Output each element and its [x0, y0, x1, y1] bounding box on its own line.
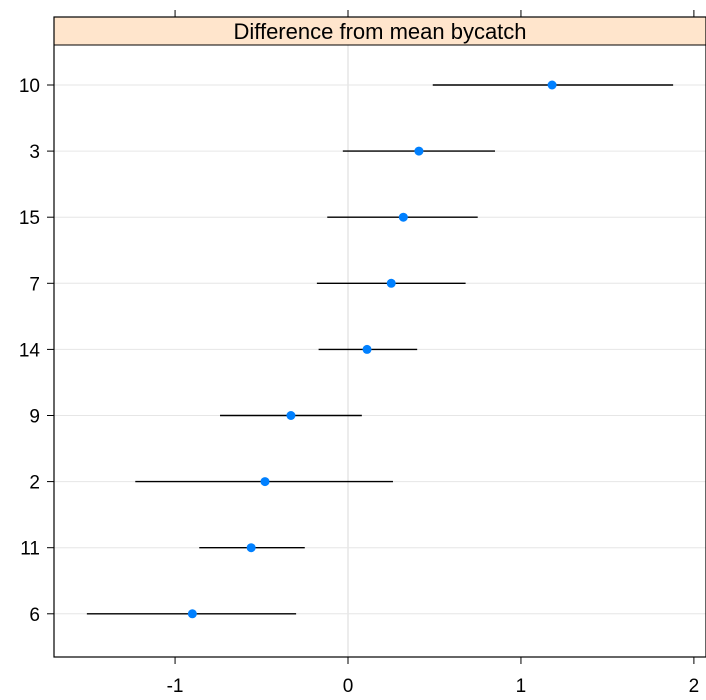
data-point: [398, 212, 408, 222]
y-tick-label: 3: [29, 142, 40, 163]
data-point: [260, 477, 270, 487]
data-marks: [86, 80, 674, 619]
x-tick-label: -1: [167, 676, 184, 697]
y-tick-label: 14: [19, 340, 41, 361]
y-tick-label: 7: [29, 274, 40, 295]
y-tick-label: 9: [29, 407, 40, 428]
data-point: [286, 411, 296, 420]
y-tick-label: 15: [19, 208, 40, 229]
data-point: [187, 609, 197, 619]
x-tick-label: 1: [516, 676, 527, 697]
data-point: [362, 344, 372, 354]
chart-title: Difference from mean bycatch: [233, 19, 526, 44]
y-tick-label: 2: [29, 473, 40, 494]
panel-strip: [53, 16, 706, 46]
x-tick-label: 2: [689, 676, 700, 697]
y-tick-label: 6: [29, 605, 40, 626]
data-point: [414, 146, 424, 156]
axes: 10 3 15 7 14 9 2 11 6 -1 0 1 2: [19, 10, 699, 697]
data-point: [246, 543, 256, 553]
data-point: [386, 278, 396, 288]
plot-frame: [53, 16, 706, 658]
gridlines: [54, 45, 706, 657]
y-tick-label: 11: [20, 539, 40, 560]
x-tick-label: 0: [343, 676, 354, 697]
data-point: [547, 80, 557, 90]
y-tick-label: 10: [19, 76, 40, 97]
